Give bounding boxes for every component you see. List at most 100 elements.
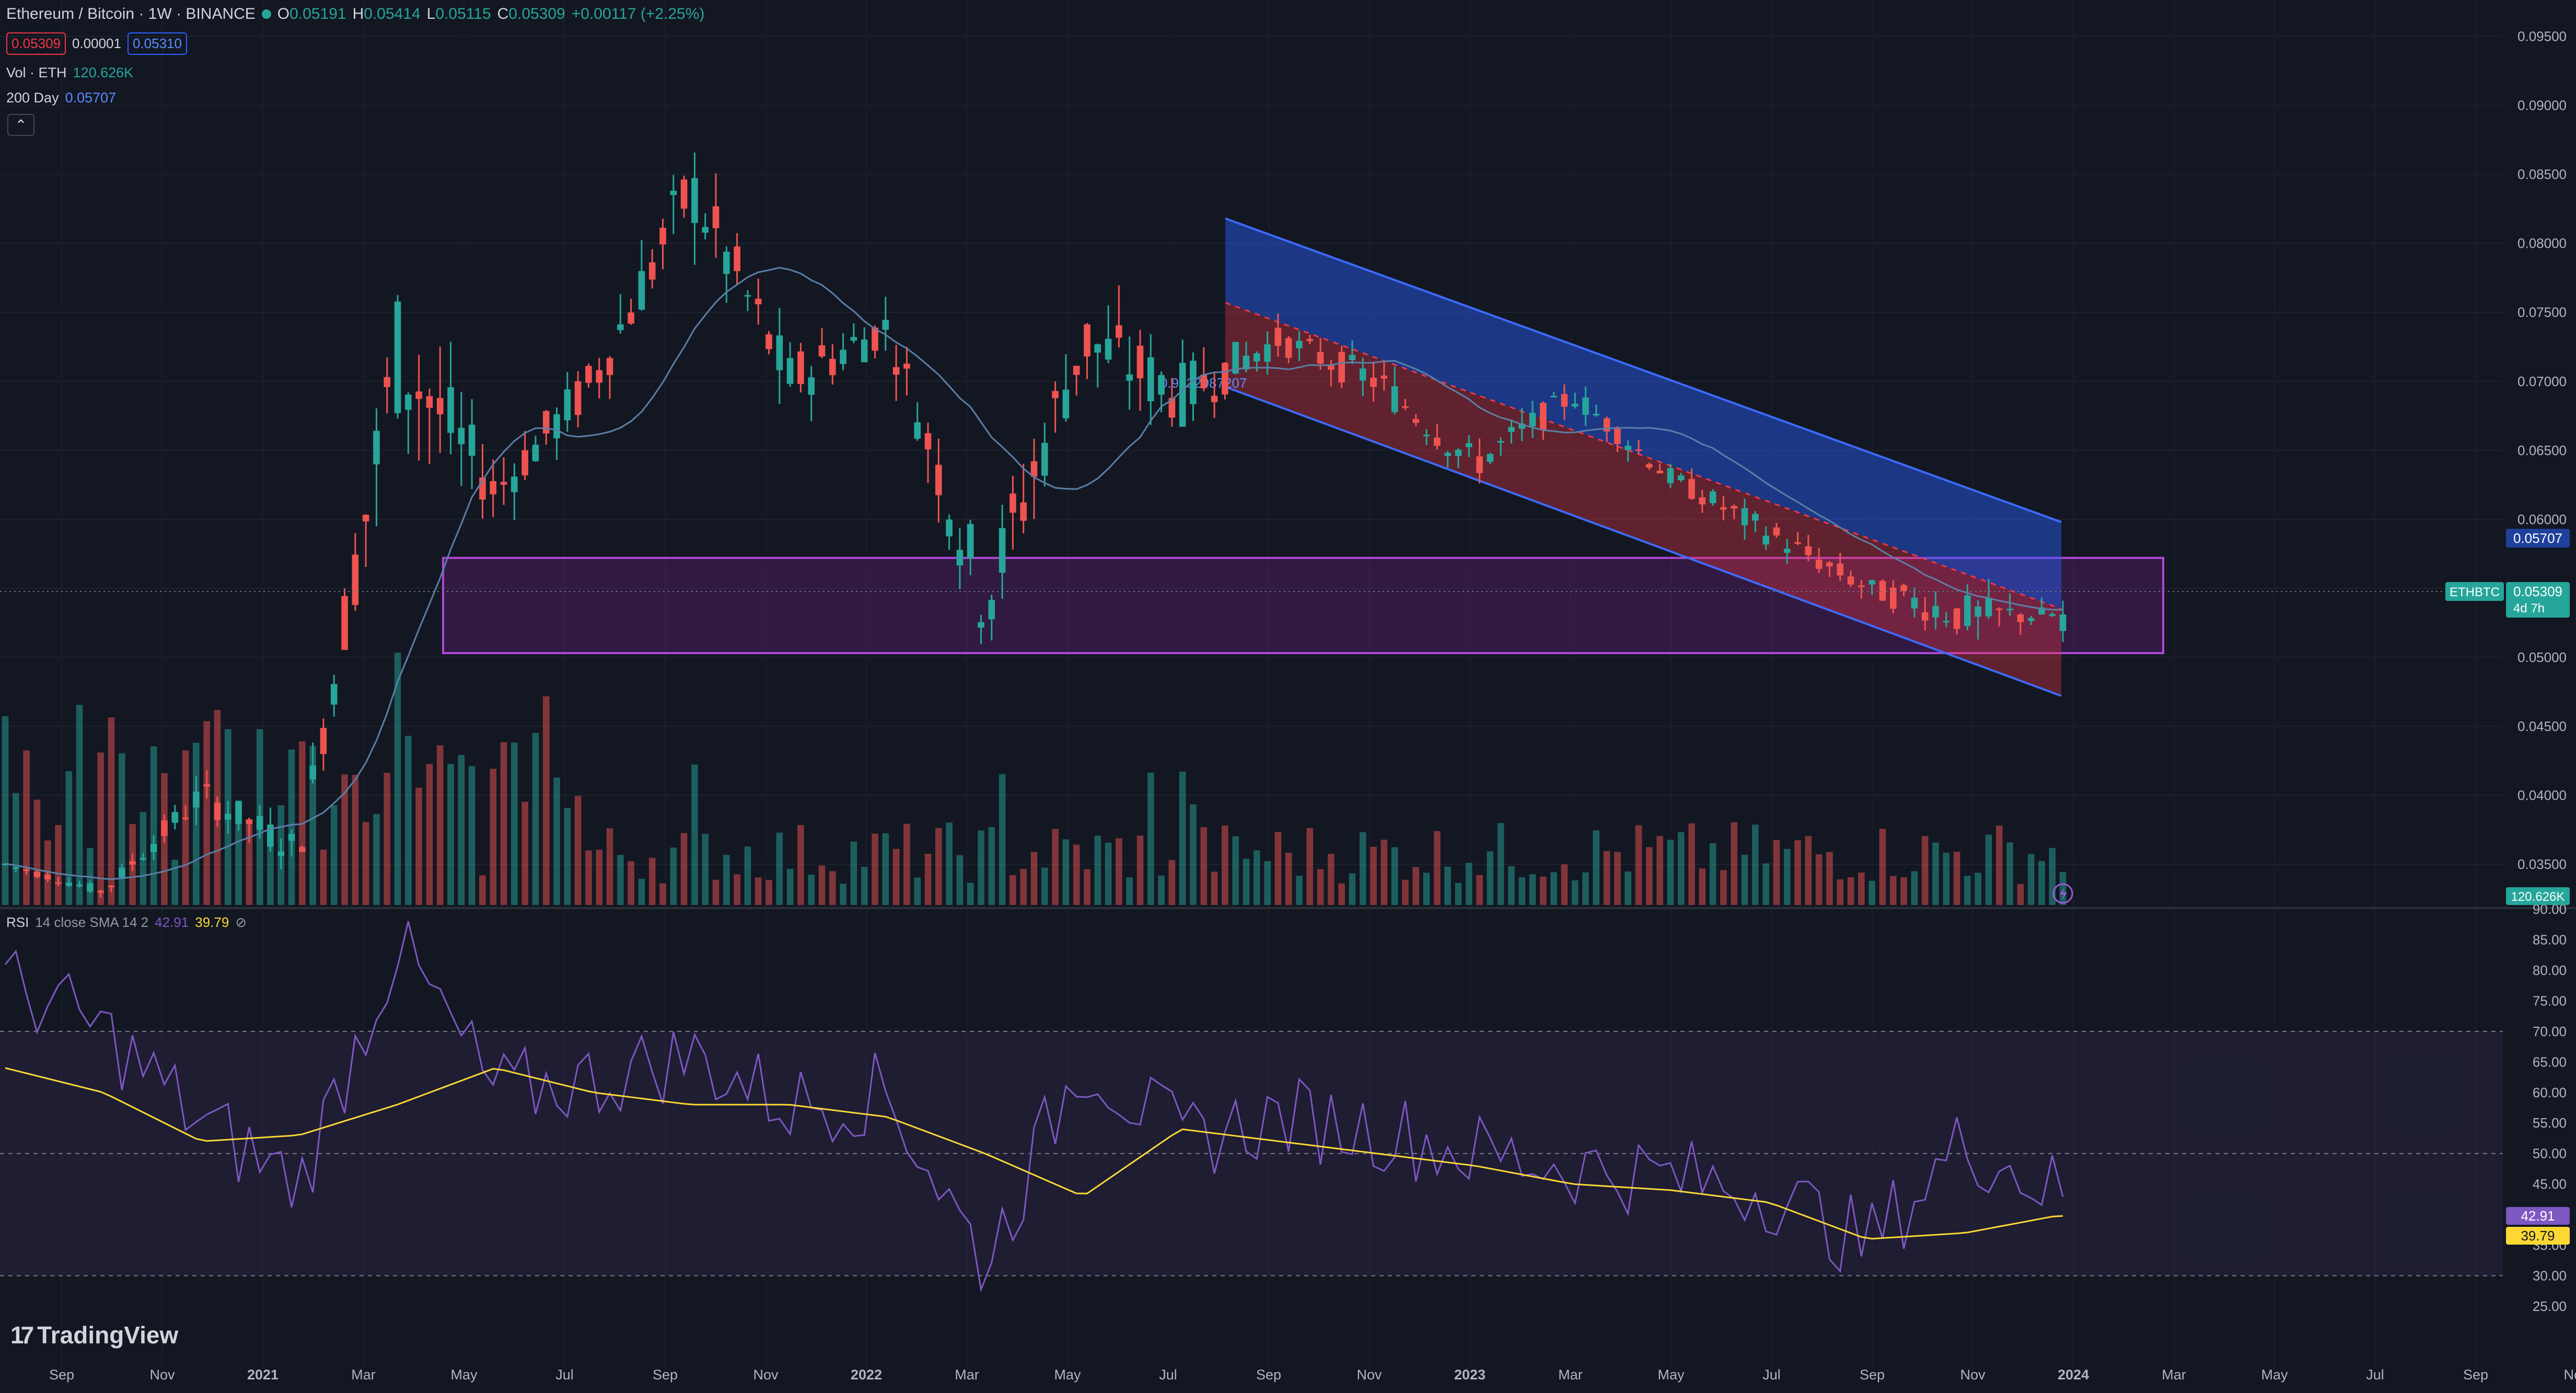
volume-bar bbox=[1805, 836, 1812, 905]
volume-bar bbox=[818, 865, 826, 905]
candle-body bbox=[320, 728, 327, 754]
volume-bar bbox=[23, 750, 30, 905]
time-tick-label: 2023 bbox=[1454, 1367, 1486, 1383]
candle-body bbox=[1762, 536, 1769, 545]
candle-body bbox=[436, 398, 444, 414]
candle-body bbox=[1932, 606, 1939, 618]
channel-bottom-line[interactable] bbox=[1225, 386, 2062, 697]
candle-body bbox=[596, 370, 603, 383]
rsi-line bbox=[4, 921, 2064, 1293]
tradingview-logo[interactable]: 17 TradingView bbox=[10, 1321, 178, 1349]
volume-bar bbox=[1603, 851, 1610, 905]
symbol-title[interactable]: Ethereum / Bitcoin · 1W · BINANCE bbox=[6, 5, 256, 22]
volume-bar bbox=[872, 833, 878, 905]
candle-body bbox=[1879, 581, 1886, 601]
price-tick-label: 0.06000 bbox=[2517, 512, 2567, 527]
candle-body bbox=[840, 350, 846, 364]
candle-body bbox=[829, 358, 836, 375]
candle-body bbox=[352, 554, 359, 605]
candle-body bbox=[1889, 587, 1897, 609]
volume-bar bbox=[33, 799, 41, 905]
volume-bar bbox=[1646, 847, 1653, 905]
channel-mid-line bbox=[1225, 301, 2062, 610]
volume-bar bbox=[1667, 840, 1674, 905]
candle-body bbox=[1296, 341, 1303, 349]
candle-body bbox=[97, 890, 104, 893]
time-axis[interactable]: Sep Nov 2021 Mar May Jul Sep Nov 2022 Mar May Jul Se… bbox=[49, 1367, 2576, 1383]
volume-bar bbox=[500, 742, 507, 905]
time-tick-label: 2022 bbox=[851, 1367, 882, 1383]
volume-bar bbox=[235, 800, 242, 905]
volume-bar bbox=[1752, 825, 1759, 905]
volume-bar bbox=[1370, 846, 1377, 905]
price-scale[interactable]: 0.09500 0.09000 0.08500 0.08000 0.07500 0.070… bbox=[2517, 29, 2567, 872]
candle-body bbox=[394, 301, 401, 413]
rsi-sma-value: 39.79 bbox=[195, 914, 229, 930]
rsi-badge: 42.91 bbox=[2506, 1207, 2570, 1225]
volume-bar bbox=[924, 853, 932, 905]
candle-body bbox=[1349, 355, 1356, 360]
time-tick-label: Mar bbox=[1558, 1367, 1583, 1383]
volume-bar bbox=[1985, 834, 1992, 905]
time-tick-label: Nov bbox=[753, 1367, 779, 1383]
candle-body bbox=[659, 227, 666, 245]
volume-bar bbox=[1932, 842, 1939, 905]
candle-body bbox=[1826, 562, 1833, 566]
candle-body bbox=[1476, 456, 1483, 473]
volume-bar bbox=[1741, 854, 1748, 905]
volume-bar bbox=[617, 855, 624, 905]
volume-bar bbox=[521, 802, 528, 905]
channel-top-line[interactable] bbox=[1225, 217, 2062, 523]
chevron-up-icon: ⌃ bbox=[15, 117, 27, 133]
volume-bar bbox=[1052, 829, 1059, 905]
volume-bar bbox=[956, 855, 964, 905]
volume-bar bbox=[1858, 873, 1865, 905]
ma-legend[interactable]: 200 Day 0.05707 bbox=[6, 90, 116, 106]
volume-bar bbox=[479, 875, 486, 905]
volume-bar bbox=[1508, 866, 1515, 905]
volume-bar bbox=[755, 877, 762, 905]
rsi-tick-label: 25.00 bbox=[2533, 1298, 2567, 1314]
candle-body bbox=[246, 819, 253, 825]
volume-bar bbox=[1328, 854, 1335, 905]
last-price-badge: 0.05309 4d 7h bbox=[2506, 582, 2570, 618]
volume-bar bbox=[362, 822, 369, 905]
candle-body bbox=[1264, 344, 1271, 362]
candle-body bbox=[818, 345, 826, 357]
volume-bar bbox=[808, 874, 815, 905]
rsi-tick-label: 85.00 bbox=[2533, 932, 2567, 947]
volume-bar bbox=[574, 796, 582, 905]
candle-body bbox=[288, 834, 295, 841]
hide-icon[interactable]: ⊘ bbox=[235, 914, 247, 930]
candle-body bbox=[1455, 449, 1462, 456]
volume-bar bbox=[1402, 879, 1409, 905]
candle-body bbox=[1805, 546, 1812, 555]
candle-body bbox=[44, 874, 51, 880]
candle-body bbox=[1699, 497, 1706, 505]
rsi-scale[interactable]: 90.0085.0080.0075.0070.0065.0060.0055.00… bbox=[2533, 901, 2567, 1314]
support-zone[interactable] bbox=[442, 556, 2164, 654]
candle-body bbox=[1847, 576, 1854, 585]
time-tick-label: May bbox=[2261, 1367, 2288, 1383]
collapse-legend-button[interactable]: ⌃ bbox=[7, 114, 34, 136]
rsi-tick-label: 75.00 bbox=[2533, 993, 2567, 1008]
volume-bar bbox=[1030, 852, 1038, 905]
candle-body bbox=[1380, 375, 1388, 379]
volume-badge-text: 120.626K bbox=[2511, 890, 2565, 904]
volume-bar bbox=[1582, 872, 1589, 905]
volume-legend[interactable]: Vol · ETH 120.626K bbox=[6, 65, 133, 81]
rsi-legend[interactable]: RSI 14 close SMA 14 2 42.91 39.79 ⊘ bbox=[6, 914, 247, 931]
volume-bar bbox=[447, 763, 454, 905]
sell-price-button[interactable]: 0.05309 bbox=[6, 32, 66, 55]
volume-bar bbox=[352, 774, 359, 905]
candle-body bbox=[946, 519, 953, 537]
volume-bar bbox=[1073, 844, 1080, 905]
candle-body bbox=[808, 377, 815, 395]
lightning-icon[interactable] bbox=[2052, 883, 2073, 904]
symbol-legend[interactable]: Ethereum / Bitcoin · 1W · BINANCE O0.051… bbox=[6, 5, 704, 23]
volume-bar bbox=[1762, 863, 1769, 905]
buy-price-button[interactable]: 0.05310 bbox=[127, 32, 187, 55]
volume-bar bbox=[1773, 840, 1780, 905]
candle-body bbox=[1487, 454, 1494, 462]
